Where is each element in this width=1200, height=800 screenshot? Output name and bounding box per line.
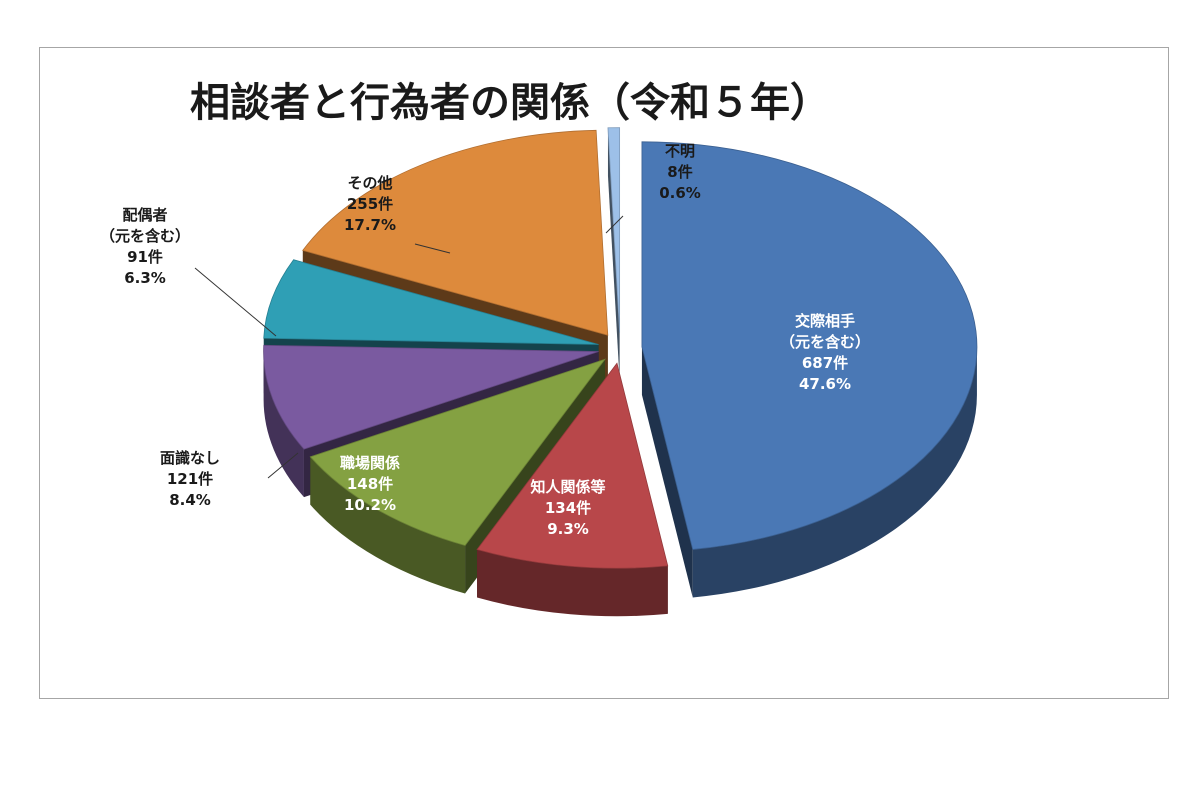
slice-wall	[310, 456, 466, 594]
data-label-text: 134件	[545, 499, 591, 517]
data-label-text: その他	[347, 174, 392, 192]
data-label-text: 47.6%	[799, 375, 851, 393]
slice-top	[476, 362, 669, 569]
data-label-text: 17.7%	[344, 216, 396, 234]
data-label-0: 交際相手 （元を含む） 687件 47.6%	[780, 312, 870, 393]
data-label-text: 148件	[347, 475, 393, 493]
data-label-text: 交際相手	[795, 312, 855, 330]
data-label-text: 6.3%	[124, 269, 166, 287]
data-label-text: 面識なし	[160, 449, 220, 467]
chart-title: 相談者と行為者の関係（令和５年）	[190, 80, 830, 126]
data-label-text: 8件	[667, 163, 692, 181]
pie-chart: 相談者と行為者の関係（令和５年） 交際相手 （元を含む） 687件 47.6% 知人関係…	[100, 80, 978, 617]
data-label-text: 不明	[665, 142, 695, 160]
slice-top	[309, 358, 607, 546]
slice-1	[476, 362, 669, 617]
data-label-text: 職場関係	[340, 454, 400, 472]
leader-line	[194, 267, 277, 337]
data-label-text: 0.6%	[659, 184, 701, 202]
chart-frame: 相談者と行為者の関係（令和５年） 交際相手 （元を含む） 687件 47.6% 知人関係…	[39, 47, 1169, 699]
data-label-text: 121件	[167, 470, 213, 488]
slice-wall	[692, 346, 977, 598]
data-label-text: 配偶者	[122, 206, 167, 224]
slice-wall	[477, 549, 668, 617]
leader-line	[605, 215, 624, 234]
data-label-text: 687件	[802, 354, 848, 372]
slice-side-face	[641, 346, 693, 598]
slice-top	[607, 127, 621, 333]
leader-line	[267, 452, 299, 479]
leader-lines	[194, 215, 624, 479]
data-label-text: 知人関係等	[530, 478, 605, 496]
slice-top	[263, 344, 599, 450]
data-label-text: 8.4%	[169, 491, 211, 509]
slice-wall	[263, 351, 304, 498]
slice-top	[302, 129, 609, 336]
data-labels: 交際相手 （元を含む） 687件 47.6% 知人関係等 134件 9.3% 職場関係 148件…	[100, 142, 870, 538]
slice-top	[641, 141, 978, 550]
pie-slices	[263, 127, 978, 617]
data-label-5: その他 255件 17.7%	[344, 174, 396, 234]
slice-side-face	[607, 127, 620, 381]
data-label-text: 91件	[127, 248, 163, 266]
data-label-text: 255件	[347, 195, 393, 213]
data-label-1: 知人関係等 134件 9.3%	[530, 478, 605, 538]
data-label-4: 配偶者 （元を含む） 91件 6.3%	[100, 206, 190, 287]
data-label-6: 不明 8件 0.6%	[659, 142, 701, 202]
leader-line	[414, 243, 451, 254]
slice-top	[263, 259, 599, 345]
data-label-text: 9.3%	[547, 520, 589, 538]
data-label-2: 職場関係 148件 10.2%	[340, 454, 400, 514]
slice-6	[607, 127, 621, 381]
slice-0	[641, 141, 978, 598]
data-label-text: （元を含む）	[780, 333, 870, 351]
data-label-text: 10.2%	[344, 496, 396, 514]
data-label-text: （元を含む）	[100, 227, 190, 245]
data-label-3: 面識なし 121件 8.4%	[160, 449, 220, 509]
